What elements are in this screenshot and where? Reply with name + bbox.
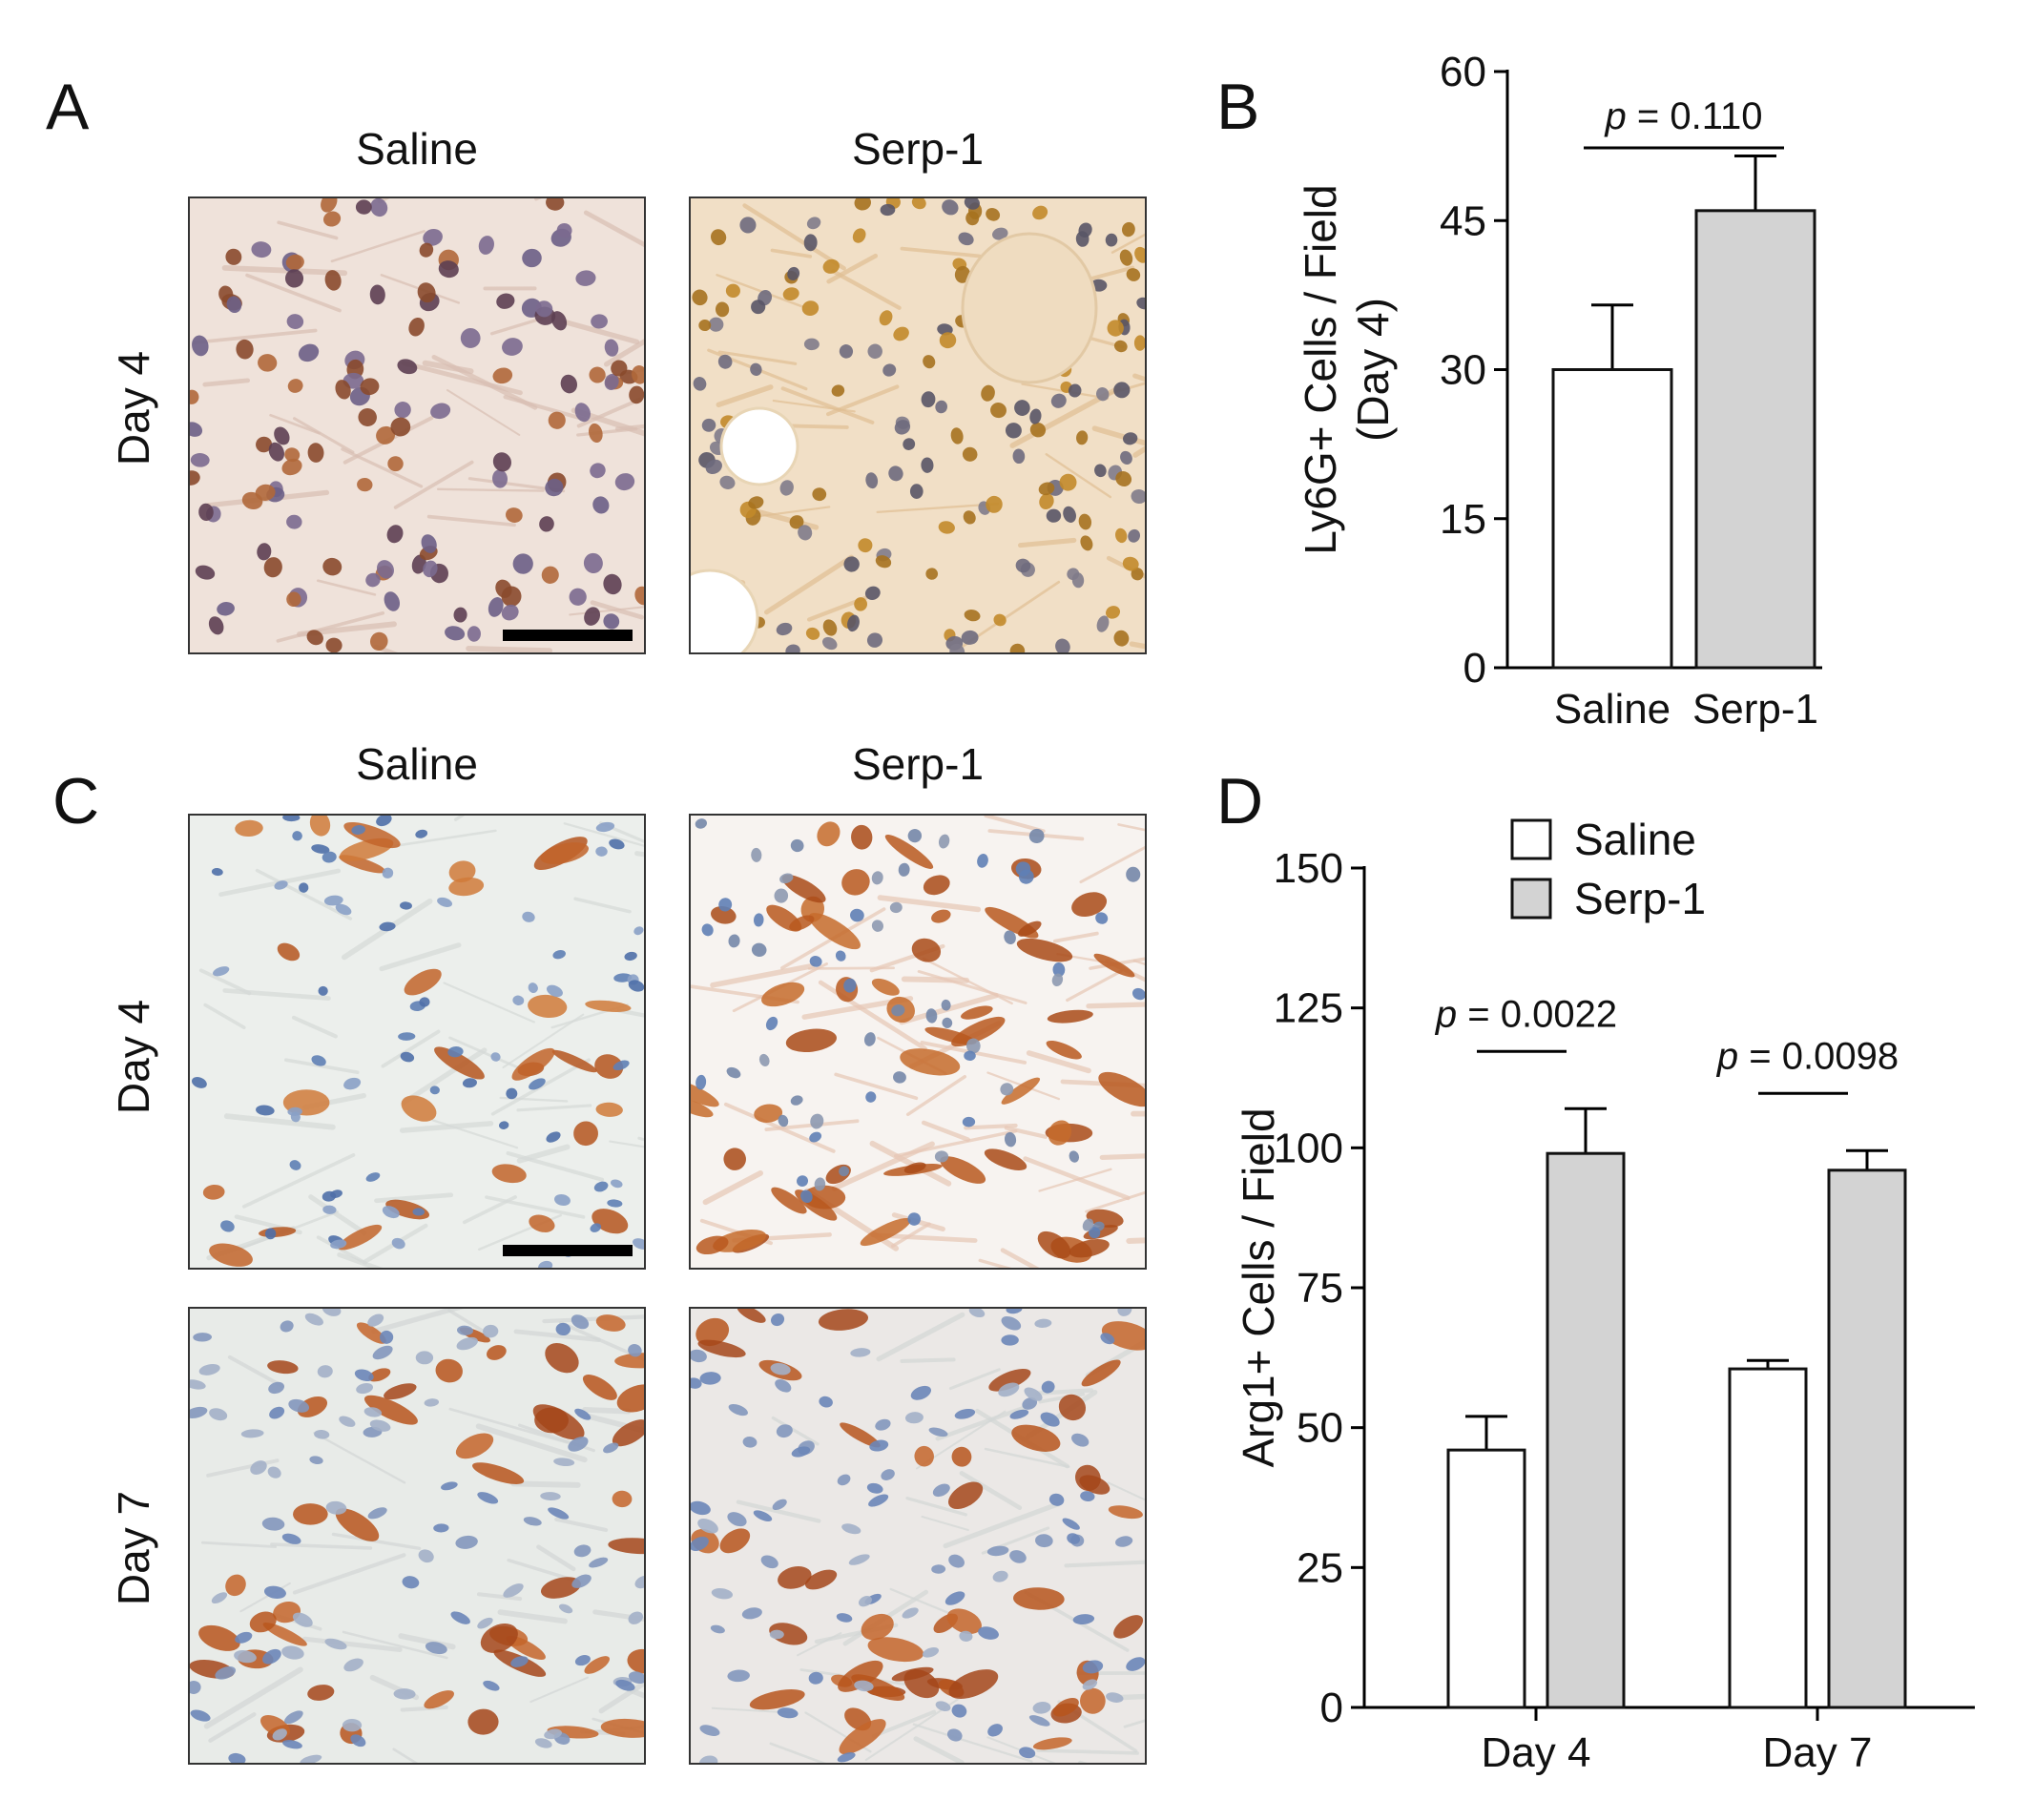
y-tick-label-d: 75 xyxy=(1297,1265,1343,1312)
row-label-day7-c: Day 7 xyxy=(109,1490,158,1606)
x-tick-label-b: Saline xyxy=(1554,686,1671,733)
micrograph-c-saline-day7 xyxy=(188,1307,646,1765)
y-tick-label-b: 45 xyxy=(1440,197,1486,244)
chart-b-ly6g: 0 15 30 45 60 Saline Serp-1 p = 0.110 Ly6G+ Cell… xyxy=(1296,49,1822,733)
row-label-day4-c: Day 4 xyxy=(109,999,158,1115)
y-tick-label-d: 125 xyxy=(1274,985,1343,1032)
x-tick-label-d: Day 4 xyxy=(1482,1729,1591,1776)
bar-serp-1-b xyxy=(1694,209,1816,670)
panel-letter-d: D xyxy=(1216,765,1264,838)
col-label-saline-a: Saline xyxy=(356,124,478,174)
y-axis-label-b: Ly6G+ Cells / Field xyxy=(1296,184,1345,554)
legend-swatch-saline xyxy=(1510,818,1552,860)
y-tick-label-b: 60 xyxy=(1440,49,1486,95)
micrograph-c-serp1-day7 xyxy=(689,1307,1147,1765)
micrograph-c-saline-day4 xyxy=(188,814,646,1270)
chart-d-arg1: 0 25 50 75 100 125 150 Day 4 p = 0.0022 Day 7 p = … xyxy=(1234,815,1975,1776)
y-tick-label-b: 0 xyxy=(1463,645,1486,692)
col-label-saline-c: Saline xyxy=(356,739,478,789)
legend-label-saline: Saline xyxy=(1574,815,1696,864)
panel-letter-a: A xyxy=(46,71,90,143)
scale-bar-a xyxy=(503,630,633,641)
y-tick-label-d: 100 xyxy=(1274,1125,1343,1171)
p-value-d: p = 0.0098 xyxy=(1716,1035,1899,1077)
y-tick-label-d: 25 xyxy=(1297,1544,1343,1591)
bar-serp-1-d xyxy=(1546,1151,1626,1709)
micrograph-c-serp1-day4 xyxy=(689,814,1147,1270)
col-label-serp1-a: Serp-1 xyxy=(851,124,985,174)
x-tick-label-b: Serp-1 xyxy=(1692,686,1818,733)
micrograph-a-serp1-day4 xyxy=(689,196,1147,654)
bar-serp-1-d xyxy=(1827,1169,1907,1709)
col-label-serp1-c: Serp-1 xyxy=(851,739,985,789)
y-axis-label-d: Arg1+ Cells / Field xyxy=(1234,1107,1283,1467)
micrograph-a-saline-day4 xyxy=(188,196,646,654)
panel-letter-b: B xyxy=(1216,71,1260,143)
scale-bar-c xyxy=(503,1245,633,1256)
bar-saline-d xyxy=(1728,1367,1808,1709)
panel-letter-c: C xyxy=(52,765,100,838)
y-tick-label-b: 15 xyxy=(1440,496,1486,543)
y-tick-label-d: 150 xyxy=(1274,845,1343,892)
bar-saline-b xyxy=(1551,368,1673,670)
p-value-b: p = 0.110 xyxy=(1605,95,1763,137)
legend-label-serp-1: Serp-1 xyxy=(1574,874,1706,923)
x-tick-label-d: Day 7 xyxy=(1763,1729,1873,1776)
bar-saline-d xyxy=(1446,1448,1526,1709)
y-axis-label2-b: (Day 4) xyxy=(1348,298,1398,442)
legend-swatch-serp-1 xyxy=(1510,878,1552,920)
y-tick-label-b: 30 xyxy=(1440,347,1486,394)
y-tick-label-d: 50 xyxy=(1297,1405,1343,1452)
row-label-day4-a: Day 4 xyxy=(109,350,158,466)
p-value-d: p = 0.0022 xyxy=(1435,993,1617,1035)
y-tick-label-d: 0 xyxy=(1320,1685,1343,1731)
